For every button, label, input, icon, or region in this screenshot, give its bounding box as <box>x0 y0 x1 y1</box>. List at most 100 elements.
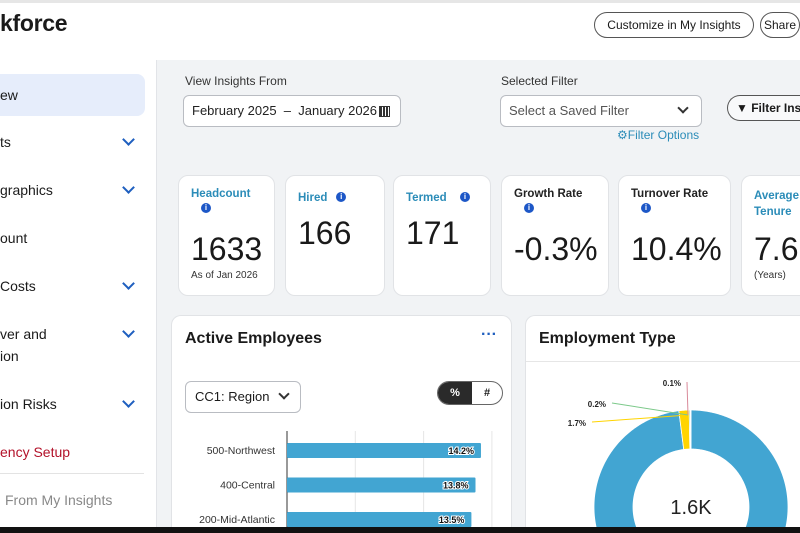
kpi-card-headcount: Headcount i 1633 As of Jan 2026 <box>178 175 275 296</box>
sidebar-item-overview[interactable]: ew <box>0 74 145 116</box>
sidebar-item-my-insights[interactable]: From My Insights <box>5 489 150 511</box>
percent-toggle[interactable]: % <box>438 382 472 404</box>
card-value: 7.6 <box>754 231 799 267</box>
sidebar-item-turnover[interactable]: ver and ion <box>0 323 145 367</box>
sidebar-item-demographics[interactable]: graphics <box>0 179 145 201</box>
kpi-card-turnover-rate: Turnover Rate i 10.4% <box>618 175 731 296</box>
card-value: 1633 <box>191 231 263 267</box>
kpi-card-hired: Hired i 166 <box>285 175 385 296</box>
label: ency Setup <box>0 444 71 460</box>
card-title: Hired <box>298 192 328 204</box>
count-toggle[interactable]: # <box>483 387 491 399</box>
top-border <box>0 0 800 3</box>
funnel-icon: ▼ <box>736 101 752 115</box>
data-label: 13.5% <box>439 515 465 525</box>
info-icon[interactable]: i <box>460 191 471 202</box>
region-bar-chart: 500-Northwest 14.2% 400-Central 13.8% 200-Mi… <box>199 431 493 528</box>
category-label: 500-Northwest <box>207 445 275 457</box>
divider <box>526 361 800 362</box>
label: ver and <box>0 326 47 342</box>
info-icon[interactable]: i <box>641 203 651 213</box>
sidebar: ew ts graphics ount Costs ver and ion ion… <box>0 60 157 533</box>
sidebar-item-ts[interactable]: ts <box>0 131 145 153</box>
label: Costs <box>0 278 36 294</box>
sidebar-item-risks[interactable]: ion Risks <box>0 393 145 415</box>
filter-options-link[interactable]: ⚙Filter Options <box>617 128 699 142</box>
page-title: kforce <box>0 10 68 36</box>
donut-slice <box>689 409 692 450</box>
card-value: 166 <box>298 215 352 251</box>
sidebar-item-setup[interactable]: ency Setup <box>0 441 145 463</box>
bar <box>287 477 476 493</box>
label: From My Insights <box>5 492 113 508</box>
data-label: 13.8% <box>443 481 469 491</box>
chevron-down-icon <box>122 181 135 194</box>
info-icon[interactable]: i <box>524 203 534 213</box>
category-label: 400-Central <box>220 480 275 492</box>
sidebar-item-costs[interactable]: Costs <box>0 275 145 297</box>
card-subtext: (Years) <box>754 270 786 281</box>
gear-icon: ⚙ <box>617 128 628 142</box>
view-insights-label: View Insights From <box>185 74 287 88</box>
kpi-card-growth-rate: Growth Rate i -0.3% <box>501 175 609 296</box>
chevron-down-icon <box>122 133 135 146</box>
card-title: Turnover Rate <box>631 188 709 200</box>
saved-filter-placeholder: Select a Saved Filter <box>509 103 629 118</box>
label: ts <box>0 134 11 150</box>
leader-line <box>686 381 689 416</box>
label: graphics <box>0 182 53 198</box>
customize-button[interactable]: Customize in My Insights <box>594 12 754 38</box>
label: ount <box>0 230 28 246</box>
category-label: 200-Mid-Atlantic <box>199 514 275 526</box>
card-title: Growth Rate <box>514 188 583 200</box>
card-title: Average Tenure <box>754 190 799 218</box>
selected-filter-label: Selected Filter <box>501 74 578 88</box>
info-icon[interactable]: i <box>201 203 211 213</box>
info-icon[interactable]: i <box>336 191 347 202</box>
card-subtext: As of Jan 2026 <box>191 270 258 281</box>
filter-insights-button[interactable]: ▼ Filter Ins <box>727 95 800 121</box>
label: ew <box>0 87 18 103</box>
date-range-value: February 2025 – January 2026 <box>192 103 378 118</box>
kpi-card-average-tenure: Average Tenure 7.6 (Years) <box>741 175 800 296</box>
taskbar <box>0 527 800 533</box>
leader-line <box>611 402 689 416</box>
share-button[interactable]: Share <box>760 12 800 38</box>
unit-toggle: % # <box>437 381 503 405</box>
divider <box>0 473 144 474</box>
panel-title: Employment Type <box>539 330 676 347</box>
card-title: Termed <box>406 192 447 204</box>
card-title: Headcount <box>191 188 251 200</box>
more-options-icon[interactable]: ··· <box>481 326 497 343</box>
calendar-icon <box>379 106 390 117</box>
sidebar-item-headcount[interactable]: ount <box>0 227 145 249</box>
saved-filter-select[interactable]: Select a Saved Filter <box>500 95 702 127</box>
leader-line <box>591 414 689 423</box>
card-value: 171 <box>406 215 460 251</box>
label: ion Risks <box>0 396 57 412</box>
chevron-down-icon <box>122 395 135 408</box>
region-dropdown[interactable]: CC1: Region <box>185 381 301 413</box>
filter-insights-label: Filter Ins <box>751 101 800 115</box>
chevron-down-icon <box>122 325 135 338</box>
label: ion <box>0 348 19 364</box>
slice-label: 1.7% <box>568 419 586 428</box>
kpi-card-termed: Termed i 171 <box>393 175 491 296</box>
bar <box>287 443 481 458</box>
chevron-down-icon <box>677 102 689 114</box>
slice-label: 0.1% <box>663 379 681 388</box>
employment-type-donut: 1.7% 0.2% 0.1% 1.6K <box>568 379 789 528</box>
donut-center-label: 1.6K <box>670 497 712 519</box>
filter-options-label: Filter Options <box>627 128 700 142</box>
data-label: 14.2% <box>448 446 474 456</box>
bar <box>287 512 472 527</box>
date-range-picker[interactable]: February 2025 – January 2026 <box>183 95 401 127</box>
panel-title: Active Employees <box>185 330 322 347</box>
slice-label: 0.2% <box>588 400 606 409</box>
dropdown-value: CC1: Region <box>195 389 270 404</box>
chevron-down-icon <box>278 388 290 400</box>
employment-type-panel: Employment Type 1.7% 0.2% 0.1% 1.6K <box>525 315 800 528</box>
chevron-down-icon <box>122 277 135 290</box>
card-value: 10.4% <box>631 231 722 267</box>
active-employees-panel: Active Employees ··· CC1: Region % # 500… <box>171 315 512 528</box>
